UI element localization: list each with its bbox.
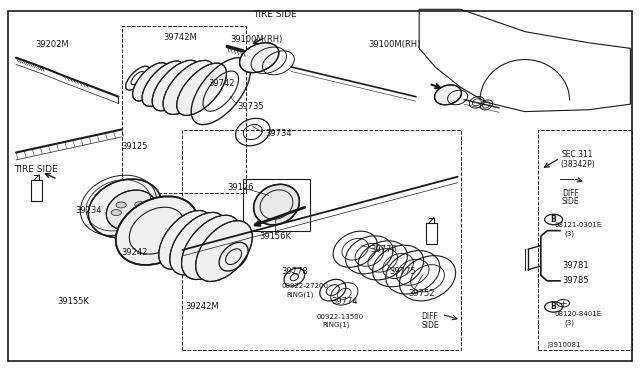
Text: SIDE: SIDE (421, 321, 439, 330)
Text: (38342P): (38342P) (561, 160, 595, 169)
Ellipse shape (196, 221, 252, 282)
Bar (243, 179, 310, 231)
Text: 39735: 39735 (237, 102, 264, 110)
Text: 39781: 39781 (562, 262, 589, 270)
Circle shape (135, 202, 145, 208)
Text: RING(1): RING(1) (286, 291, 314, 298)
Text: DIFF: DIFF (421, 312, 438, 321)
Text: 39100M(RH): 39100M(RH) (230, 35, 283, 44)
Bar (538, 130, 632, 350)
Circle shape (116, 202, 126, 208)
Ellipse shape (152, 60, 200, 111)
Text: 39125: 39125 (122, 142, 148, 151)
Ellipse shape (163, 60, 214, 115)
Ellipse shape (88, 179, 161, 238)
Text: 39742M: 39742M (163, 33, 197, 42)
Text: 00922-27200: 00922-27200 (282, 283, 328, 289)
Text: 39785: 39785 (562, 276, 589, 285)
Text: 39202M: 39202M (35, 40, 69, 49)
Text: J3910081: J3910081 (548, 342, 581, 348)
Ellipse shape (142, 61, 184, 106)
Circle shape (127, 214, 137, 220)
Circle shape (545, 214, 563, 225)
Circle shape (545, 302, 563, 312)
Text: (3): (3) (564, 320, 575, 326)
Bar (426, 223, 437, 244)
Text: 39156K: 39156K (259, 232, 291, 241)
Ellipse shape (159, 211, 212, 269)
Bar (182, 130, 461, 350)
Text: 39100M(RH): 39100M(RH) (368, 40, 420, 49)
Text: TIRE SIDE: TIRE SIDE (253, 10, 296, 19)
Text: B: B (551, 215, 556, 224)
Text: 39734: 39734 (266, 129, 292, 138)
Text: DIFF: DIFF (562, 189, 579, 198)
Text: 08121-0301E: 08121-0301E (554, 222, 602, 228)
Bar (31, 180, 42, 201)
Text: (3): (3) (564, 230, 575, 237)
Ellipse shape (239, 43, 279, 73)
Text: RING(1): RING(1) (322, 322, 349, 328)
Ellipse shape (182, 215, 241, 279)
Text: 39774: 39774 (332, 297, 358, 306)
Ellipse shape (106, 190, 156, 230)
Text: 39126: 39126 (227, 183, 253, 192)
Ellipse shape (132, 62, 168, 101)
Ellipse shape (116, 196, 198, 265)
Ellipse shape (435, 85, 461, 105)
Text: 39752: 39752 (408, 289, 435, 298)
Text: TIRE SIDE: TIRE SIDE (14, 165, 58, 174)
Text: 39155K: 39155K (58, 297, 90, 306)
Circle shape (111, 209, 122, 215)
Text: 39242: 39242 (122, 248, 148, 257)
Text: SIDE: SIDE (562, 198, 580, 206)
Text: 00922-13500: 00922-13500 (317, 314, 364, 320)
Circle shape (141, 209, 152, 215)
Text: 08120-8401E: 08120-8401E (554, 311, 602, 317)
Text: 39776: 39776 (370, 245, 397, 254)
Text: 39742: 39742 (208, 79, 234, 88)
Text: 39775: 39775 (389, 267, 416, 276)
Ellipse shape (253, 184, 300, 225)
Ellipse shape (170, 212, 227, 275)
Text: 39242M: 39242M (186, 302, 220, 311)
Bar (122, 26, 246, 193)
Text: B: B (551, 302, 556, 311)
Ellipse shape (177, 63, 227, 115)
Text: 39778: 39778 (282, 267, 308, 276)
Text: 39234: 39234 (76, 206, 102, 215)
Text: SEC.311: SEC.311 (562, 150, 593, 159)
